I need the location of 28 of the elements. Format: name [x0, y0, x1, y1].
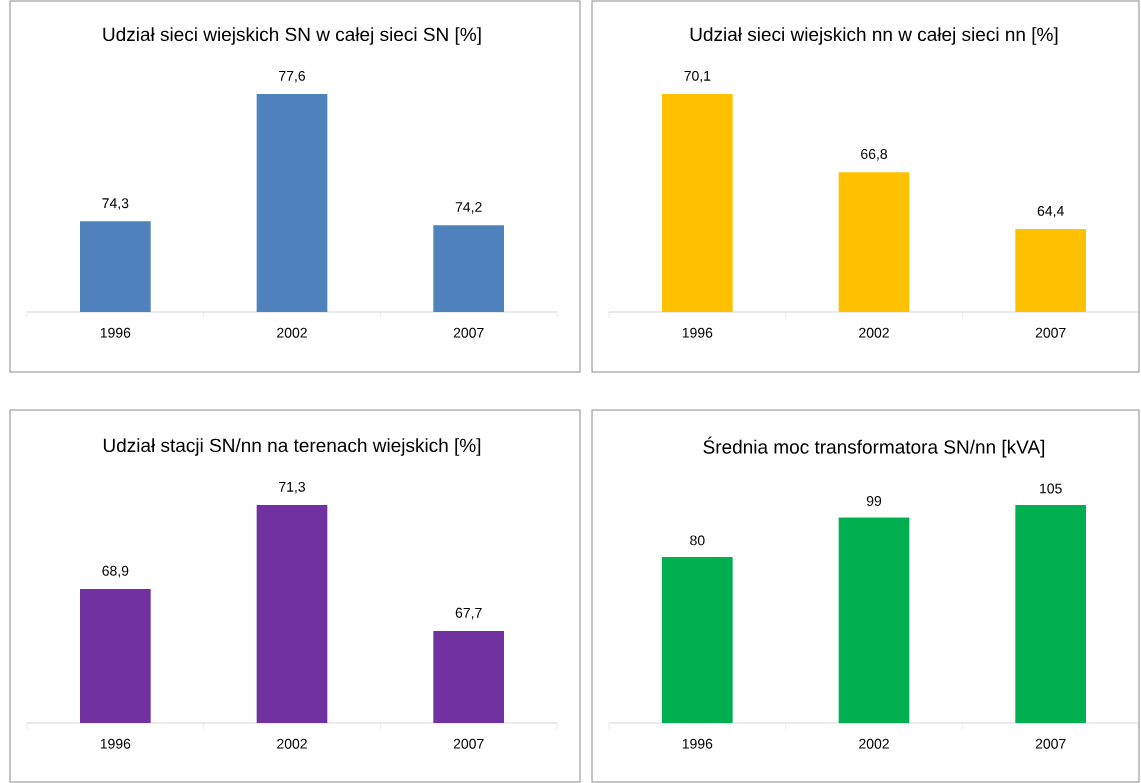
x-tick-label: 2002 — [277, 327, 307, 338]
data-label: 71,3 — [279, 481, 306, 494]
data-label: 66,8 — [861, 149, 888, 161]
data-label: 105 — [1040, 483, 1062, 494]
chart-title: Udział sieci wiejskich SN w całej sieci SN [%] — [103, 27, 481, 45]
data-label: 67,7 — [455, 607, 482, 620]
data-label: 70,1 — [684, 70, 711, 83]
data-label: 68,9 — [102, 565, 129, 578]
x-tick-label: 2007 — [1035, 738, 1066, 749]
x-tick-label: 2002 — [859, 327, 889, 338]
x-tick-label: 2007 — [453, 738, 484, 749]
chart-title: Średnia moc transformatora SN/nn [kVA] — [703, 436, 1045, 458]
x-tick-label: 2007 — [453, 327, 484, 338]
x-tick-label: 1996 — [682, 738, 713, 749]
x-tick-label: 1996 — [682, 327, 713, 338]
x-tick-label: 2002 — [859, 738, 889, 749]
x-tick-label: 2002 — [277, 738, 307, 749]
data-label: 74,3 — [102, 198, 129, 210]
data-label: 99 — [866, 495, 882, 506]
data-label: 74,2 — [455, 202, 482, 214]
data-label: 64,4 — [1037, 205, 1064, 218]
data-label: 77,6 — [279, 70, 306, 83]
x-tick-label: 2007 — [1035, 327, 1066, 338]
data-label: 80 — [690, 535, 705, 546]
chart-title: Udział stacji SN/nn na terenach wiejskich [%] — [103, 438, 481, 456]
chart-title: Udział sieci wiejskich nn w całej sieci nn [%] — [690, 27, 1058, 45]
x-tick-label: 1996 — [100, 738, 131, 749]
x-tick-label: 1996 — [100, 327, 131, 338]
